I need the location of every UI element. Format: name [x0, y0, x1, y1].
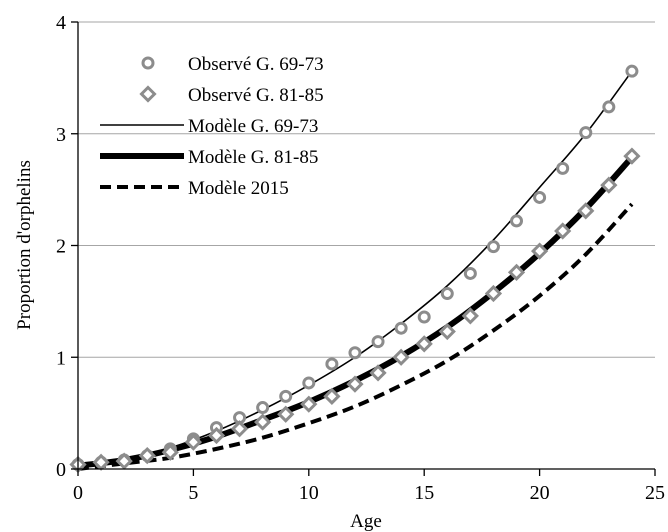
data-point-s1-22 — [577, 202, 595, 220]
data-point-s1-11 — [323, 387, 341, 405]
legend-marker-1 — [139, 85, 157, 103]
gridlines — [78, 21, 655, 358]
data-point-s1-23 — [600, 176, 618, 194]
data-point-s0-8 — [256, 401, 270, 415]
legend-item-1: Observé G. 81-85 — [139, 85, 324, 106]
x-tick-label-10: 10 — [299, 482, 319, 504]
data-point-s0-21 — [556, 161, 570, 175]
data-point-s1-16 — [438, 322, 456, 341]
data-point-s1-10 — [300, 395, 318, 413]
legend: Observé G. 69-73 Observé G. 81-85 Modèle G… — [100, 54, 324, 199]
data-point-s0-23 — [602, 100, 616, 114]
data-point-s0-20 — [533, 190, 547, 204]
data-point-s0-11 — [325, 357, 339, 371]
y-axis-title: Proportion d'orphelins — [14, 160, 35, 330]
x-tick-label-15: 15 — [414, 482, 434, 504]
y-tick-label-4: 4 — [56, 12, 66, 34]
data-point-s1-15 — [415, 335, 433, 353]
data-point-s1-3 — [138, 446, 156, 465]
data-point-s0-12 — [348, 346, 362, 360]
data-point-s1-21 — [554, 222, 572, 240]
data-point-s0-10 — [302, 376, 316, 390]
data-point-s1-24 — [623, 147, 641, 165]
x-tick-label-25: 25 — [645, 482, 665, 504]
data-point-s1-19 — [507, 263, 526, 281]
data-point-s1-20 — [530, 242, 549, 260]
legend-item-0: Observé G. 69-73 — [141, 54, 324, 75]
data-point-s0-18 — [486, 240, 500, 254]
data-point-s0-22 — [579, 126, 593, 140]
legend-item-4: Modèle 2015 — [100, 178, 289, 199]
legend-item-2: Modèle G. 69-73 — [100, 116, 318, 137]
legend-marker-0 — [141, 56, 155, 70]
series-line-2 — [77, 70, 633, 467]
x-tick-label-20: 20 — [530, 482, 550, 504]
observed-markers — [69, 64, 641, 474]
data-point-s0-16 — [440, 287, 454, 301]
y-tick-label-0: 0 — [56, 459, 66, 481]
legend-label-2: Modèle G. 69-73 — [188, 116, 318, 137]
x-axis-title: Age — [350, 511, 382, 532]
y-tick-label-2: 2 — [56, 236, 66, 258]
series-markers-0 — [71, 64, 639, 472]
data-point-s1-7 — [230, 420, 249, 438]
data-point-s1-14 — [392, 348, 410, 366]
legend-label-3: Modèle G. 81-85 — [188, 147, 318, 168]
data-point-s0-14 — [394, 321, 408, 335]
data-point-s1-5 — [184, 433, 203, 451]
data-point-s0-17 — [463, 266, 477, 280]
series-line-3 — [77, 155, 635, 469]
data-point-s1-17 — [461, 307, 479, 325]
legend-label-1: Observé G. 81-85 — [188, 85, 324, 106]
data-point-s1-12 — [346, 375, 364, 393]
data-point-s1-9 — [277, 405, 295, 423]
legend-item-3: Modèle G. 81-85 — [100, 147, 318, 168]
data-point-s1-18 — [484, 284, 503, 303]
legend-label-0: Observé G. 69-73 — [188, 54, 324, 75]
data-point-s0-9 — [279, 389, 293, 403]
data-point-s1-6 — [207, 426, 226, 445]
data-point-s0-24 — [625, 64, 639, 78]
data-point-s0-13 — [371, 335, 385, 349]
data-point-s0-19 — [510, 214, 524, 228]
x-tick-label-5: 5 — [188, 482, 198, 504]
data-point-s1-2 — [115, 452, 133, 470]
data-point-s1-4 — [161, 443, 179, 461]
x-tick-label-0: 0 — [73, 482, 83, 504]
series-markers-1 — [69, 147, 641, 474]
data-point-s0-15 — [417, 310, 431, 324]
legend-label-4: Modèle 2015 — [188, 178, 289, 199]
model-lines — [77, 70, 635, 471]
y-tick-label-1: 1 — [56, 347, 66, 369]
data-point-s1-8 — [254, 413, 272, 431]
tick-labels: 0 1 2 3 4 0 5 10 15 20 25 — [56, 12, 665, 504]
y-tick-label-3: 3 — [56, 124, 66, 146]
axes — [71, 21, 656, 476]
data-point-s1-13 — [369, 364, 387, 382]
